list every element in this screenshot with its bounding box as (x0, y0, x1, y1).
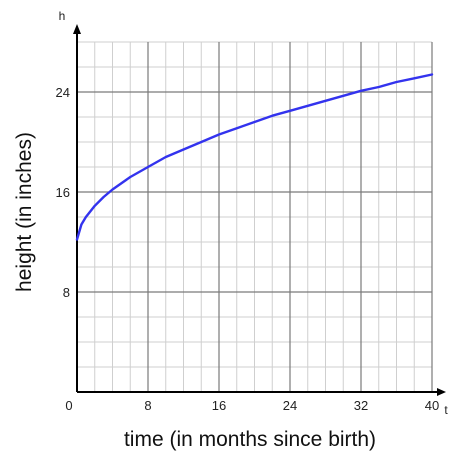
y-axis-variable: h (59, 9, 66, 23)
y-axis-arrow (73, 24, 81, 34)
y-axis-title: height (in inches) (13, 132, 36, 292)
x-axis-arrow (437, 388, 446, 396)
x-tick-label: 0 (65, 398, 72, 413)
y-tick-label: 24 (56, 85, 70, 100)
x-tick-label: 32 (354, 398, 368, 413)
x-tick-label: 8 (144, 398, 151, 413)
x-tick-label: 40 (425, 398, 439, 413)
x-axis-title: time (in months since birth) (124, 428, 376, 451)
axes (73, 24, 446, 396)
x-tick-label: 24 (283, 398, 297, 413)
tick-labels: 0 8 16 24 32 40 8 16 24 (56, 85, 440, 413)
major-gridlines (77, 42, 433, 392)
y-tick-label: 16 (56, 185, 70, 200)
series-line (75, 73, 434, 241)
series-layer (75, 73, 434, 241)
y-tick-label: 8 (63, 285, 70, 300)
minor-gridlines (76, 41, 433, 393)
x-axis-variable: t (444, 403, 448, 417)
x-tick-label: 16 (212, 398, 226, 413)
